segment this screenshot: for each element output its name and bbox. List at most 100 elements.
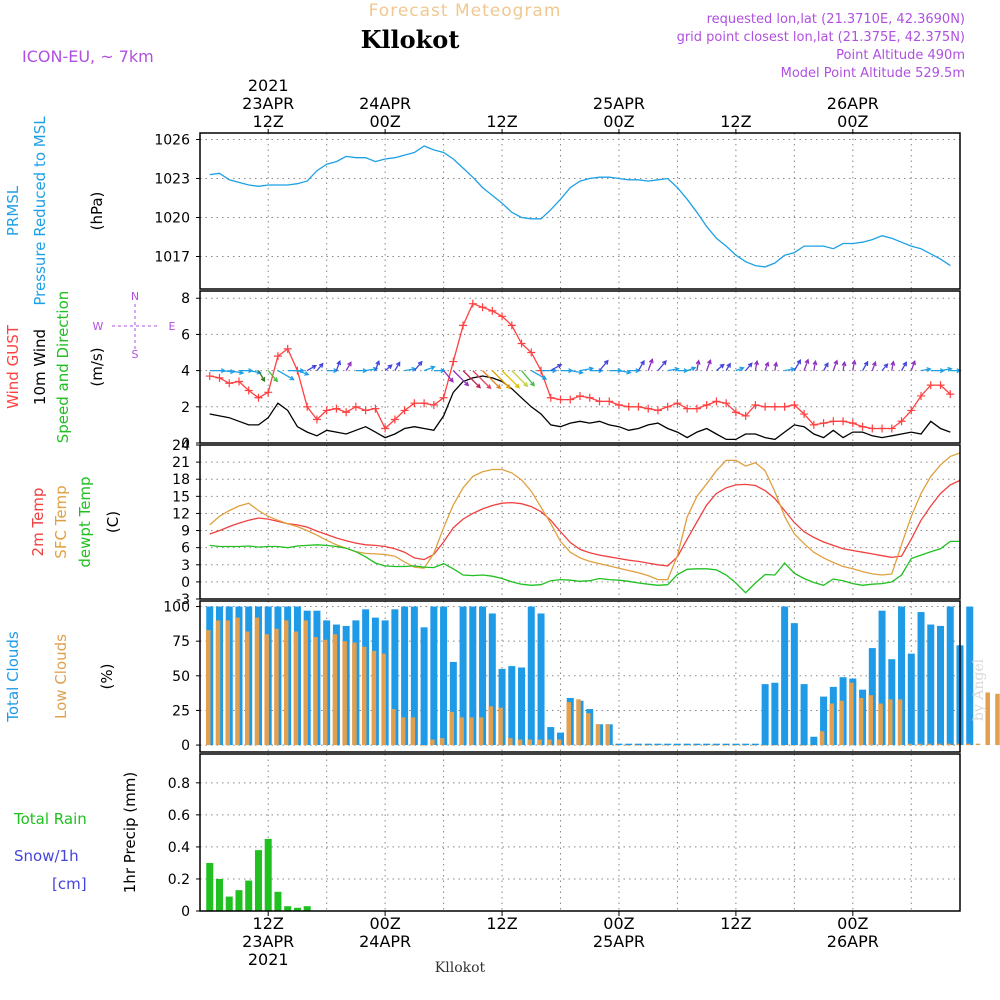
- gust-marker: [926, 381, 935, 390]
- wind-arrow: [598, 359, 609, 372]
- bar: [741, 745, 747, 746]
- y-tick-label: 9: [181, 524, 190, 540]
- gust-marker: [459, 321, 468, 330]
- wind-arrow: [871, 360, 877, 371]
- bottom-time-label: 12Z: [253, 914, 284, 933]
- bar: [732, 743, 740, 746]
- bar: [634, 745, 640, 746]
- y-tick-label: -3: [176, 592, 190, 608]
- panel-frame: [199, 444, 961, 600]
- wind-arrow: [277, 370, 295, 381]
- panel-4: 0 0.2 0.4 0.6 0.8 1hr Precip (mm) Total Rain Sn…: [13, 753, 961, 920]
- bar: [703, 743, 711, 746]
- bar: [401, 606, 409, 746]
- wind-arrow: [433, 368, 446, 374]
- y-axis-title: Low Clouds: [52, 634, 70, 719]
- bar: [283, 620, 289, 746]
- wind-arrow: [881, 363, 889, 372]
- unit-label: (hPa): [88, 192, 106, 231]
- gust-marker: [624, 402, 633, 411]
- unit-label: (%): [98, 664, 116, 690]
- wind-arrow: [628, 368, 641, 374]
- gust-marker: [283, 344, 292, 353]
- wind-arrow: [890, 360, 896, 371]
- bar: [781, 606, 789, 746]
- bar: [498, 707, 503, 746]
- bar: [868, 695, 874, 746]
- bar: [634, 743, 642, 746]
- bar: [673, 745, 679, 746]
- top-time-label: 2021: [248, 76, 289, 95]
- bar: [644, 745, 649, 746]
- bar: [693, 743, 701, 746]
- gust-marker: [312, 415, 321, 424]
- gust-marker: [878, 424, 887, 433]
- bottom-time-label: 23APR: [242, 932, 294, 951]
- bar: [663, 745, 669, 746]
- top-time-label: 12Z: [253, 112, 284, 131]
- gust-marker: [468, 299, 477, 308]
- wind-arrow: [306, 364, 318, 372]
- panel-frame: [199, 132, 961, 290]
- gust-marker: [390, 415, 399, 424]
- wind-arrow: [229, 369, 245, 375]
- gust-marker: [692, 404, 701, 413]
- gust-marker: [634, 402, 643, 411]
- bar: [313, 637, 318, 746]
- wind-arrow: [686, 366, 697, 372]
- bar: [595, 724, 601, 746]
- series-line: [209, 540, 960, 594]
- y-axis-title: dewpt Temp: [76, 476, 94, 567]
- gust-marker: [381, 424, 390, 433]
- bar: [439, 738, 445, 746]
- bar: [420, 627, 428, 746]
- bar: [469, 606, 477, 746]
- bar: [858, 697, 864, 746]
- bar: [810, 736, 818, 746]
- bar: [625, 743, 633, 746]
- point-altitude: Point Altitude 490m: [836, 48, 965, 63]
- wind-arrow: [501, 370, 520, 389]
- wind-arrow: [862, 360, 869, 371]
- gust-marker: [556, 395, 565, 404]
- wind-arrow: [841, 360, 847, 371]
- bar: [761, 684, 769, 746]
- bar: [557, 732, 565, 746]
- gust-marker: [420, 399, 429, 408]
- wind-arrow: [452, 370, 470, 387]
- y-tick-label: 1020: [154, 211, 190, 227]
- bar: [790, 745, 796, 746]
- bar: [946, 606, 954, 746]
- bar: [410, 717, 416, 746]
- precip-legend-2: [cm]: [52, 875, 87, 893]
- bar: [615, 743, 623, 746]
- y-tick-label: 75: [172, 634, 190, 650]
- gust-marker: [809, 420, 818, 429]
- gust-marker: [907, 406, 916, 415]
- wind-arrow: [472, 370, 492, 390]
- bar: [751, 743, 759, 746]
- bar: [537, 739, 542, 746]
- product-title: Forecast Meteogram: [369, 1, 562, 21]
- series-1: [205, 617, 1000, 746]
- y-tick-label: 0: [181, 575, 190, 591]
- bar: [654, 745, 659, 746]
- wind-arrow: [355, 368, 368, 374]
- wind-arrow: [257, 370, 266, 383]
- gust-marker: [205, 372, 214, 381]
- gust-marker: [751, 401, 760, 409]
- bar: [527, 606, 535, 746]
- bar: [498, 668, 506, 746]
- top-time-label: 26APR: [827, 94, 879, 113]
- compass-n: N: [131, 290, 139, 303]
- y-tick-label: 6: [181, 327, 190, 343]
- bottom-time-label: 00Z: [369, 914, 400, 933]
- gust-marker: [897, 417, 906, 426]
- bar: [293, 631, 299, 746]
- bar: [702, 745, 708, 746]
- top-time-label: 24APR: [359, 94, 411, 113]
- series-0: [209, 479, 961, 567]
- bar: [907, 653, 915, 746]
- bar: [624, 745, 630, 746]
